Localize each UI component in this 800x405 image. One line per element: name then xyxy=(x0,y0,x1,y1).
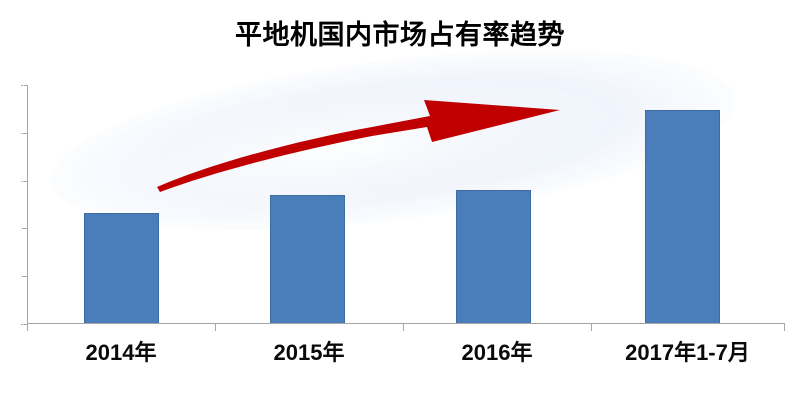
y-axis-tick xyxy=(21,324,28,325)
x-axis-tick xyxy=(784,323,785,331)
bar-2017-1-7[interactable] xyxy=(645,109,720,324)
bar-2016[interactable] xyxy=(456,190,531,324)
y-axis-tick xyxy=(21,85,28,86)
x-axis-tick xyxy=(215,323,216,331)
y-axis-label: 5 xyxy=(18,80,24,90)
x-label-2017-1-7: 2017年1-7月 xyxy=(625,340,750,365)
x-axis-category-labels: 2014年 2015年 2016年 2017年1-7月 xyxy=(27,338,785,378)
y-axis-tick xyxy=(21,132,28,134)
y-axis-line xyxy=(21,85,28,325)
chart-title: 平地机国内市场占有率趋势 xyxy=(235,20,565,50)
bar-2014[interactable] xyxy=(84,213,159,324)
x-label-2016: 2016年 xyxy=(461,340,533,365)
y-axis-label: 3 xyxy=(18,175,24,186)
x-axis-tick xyxy=(27,323,28,331)
x-axis-tick xyxy=(403,323,404,331)
x-axis-line xyxy=(27,323,785,331)
y-axis-tick xyxy=(21,276,28,278)
y-axis-tick xyxy=(21,180,28,182)
y-axis-label: 4 xyxy=(18,127,24,138)
plot-area: 5 4 3 2 1 0 xyxy=(19,80,785,331)
y-axis-label: 2 xyxy=(18,223,24,234)
x-label-2015: 2015年 xyxy=(273,340,345,365)
bar-2015[interactable] xyxy=(270,194,345,324)
y-axis-tick xyxy=(21,228,28,230)
y-axis-label: 0 xyxy=(18,319,24,329)
x-axis-tick xyxy=(591,323,592,331)
x-label-2014: 2014年 xyxy=(85,340,157,365)
y-axis-label: 1 xyxy=(18,271,24,282)
bar-series xyxy=(27,85,785,324)
